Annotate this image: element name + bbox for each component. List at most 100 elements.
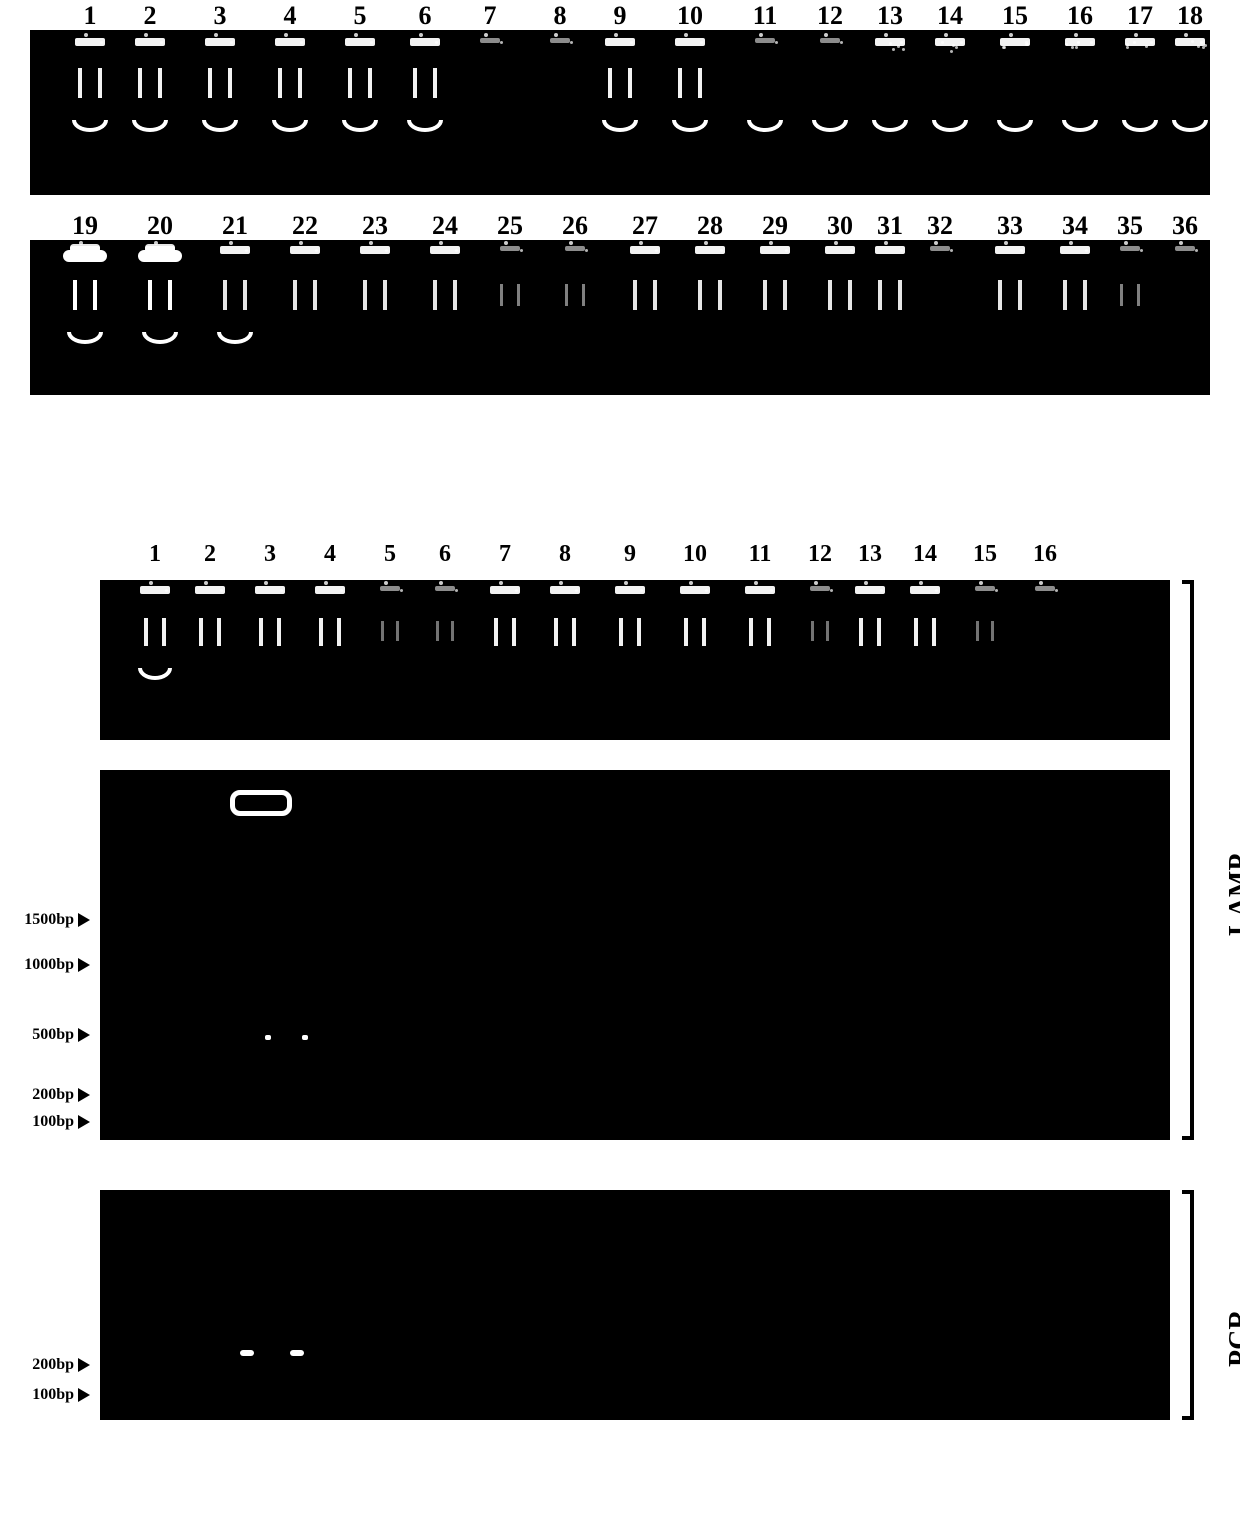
- arc-band: [1172, 120, 1208, 132]
- gel-b-lamp-gel: [100, 770, 1170, 1140]
- ladder-band: [898, 280, 902, 310]
- speck: [897, 45, 900, 48]
- ladder-band: [783, 280, 787, 310]
- speck: [1071, 46, 1074, 49]
- speck: [1150, 41, 1153, 44]
- lane-number: 6: [439, 541, 451, 568]
- lane-number: 33: [997, 211, 1023, 241]
- well-smear: [810, 586, 830, 591]
- arc-band: [142, 332, 178, 344]
- lane-number: 24: [432, 211, 458, 241]
- ladder-band: [168, 280, 172, 310]
- arc-band: [747, 120, 783, 132]
- lane-number: 28: [697, 211, 723, 241]
- lane-number: 9: [624, 541, 636, 568]
- speck: [1197, 45, 1200, 48]
- speck: [419, 33, 423, 37]
- speck: [484, 33, 488, 37]
- speck: [264, 581, 268, 585]
- speck: [1020, 249, 1023, 252]
- speck: [689, 581, 693, 585]
- speck: [229, 241, 233, 245]
- speck: [575, 589, 578, 592]
- ladder-band: [228, 68, 232, 98]
- speck: [900, 249, 903, 252]
- arc-band: [1062, 120, 1098, 132]
- lane-number: 13: [877, 1, 903, 31]
- lane-number: 20: [147, 211, 173, 241]
- speck: [1069, 241, 1073, 245]
- ladder-band: [572, 618, 576, 646]
- lane-number: 26: [562, 211, 588, 241]
- ladder-band: [148, 280, 152, 310]
- speck: [455, 249, 458, 252]
- faint-band: [302, 1035, 308, 1040]
- speck: [220, 589, 223, 592]
- well-smear: [500, 246, 520, 251]
- ladder-marker: 1000bp: [0, 956, 90, 974]
- lane-number: 12: [808, 541, 832, 568]
- ladder-band: [998, 280, 1002, 310]
- well-smear: [755, 38, 775, 43]
- lane-number: 11: [749, 541, 772, 568]
- speck: [902, 48, 905, 51]
- ladder-arrow-icon: [78, 1358, 90, 1372]
- speck: [814, 581, 818, 585]
- arc-band: [72, 120, 108, 132]
- ladder-arrow-icon: [78, 913, 90, 927]
- lane-number: 8: [554, 1, 567, 31]
- ladder-band: [500, 284, 503, 306]
- ladder-band: [78, 68, 82, 98]
- arc-band: [932, 120, 968, 132]
- lane-number: 25: [497, 211, 523, 241]
- speck: [614, 33, 618, 37]
- speck: [759, 33, 763, 37]
- ladder-band: [223, 280, 227, 310]
- speck: [769, 241, 773, 245]
- ladder-band: [653, 280, 657, 310]
- ladder-band: [826, 621, 829, 641]
- speck: [705, 589, 708, 592]
- ladder-band: [608, 68, 612, 98]
- speck: [1085, 249, 1088, 252]
- lane-number: 6: [419, 1, 432, 31]
- ladder-band: [932, 618, 936, 646]
- ladder-band: [277, 618, 281, 646]
- ladder-band: [684, 618, 688, 646]
- speck: [850, 249, 853, 252]
- speck: [165, 589, 168, 592]
- speck: [700, 41, 703, 44]
- lane-number: 35: [1117, 211, 1143, 241]
- speck: [370, 41, 373, 44]
- speck: [160, 41, 163, 44]
- well-smear: [1035, 586, 1055, 591]
- ladder-band: [763, 280, 767, 310]
- speck: [1145, 45, 1148, 48]
- lane-number: 7: [484, 1, 497, 31]
- speck: [880, 589, 883, 592]
- speck: [884, 33, 888, 37]
- speck: [144, 33, 148, 37]
- speck: [500, 41, 503, 44]
- speck: [1004, 241, 1008, 245]
- lane-number: 2: [204, 541, 216, 568]
- speck: [1184, 33, 1188, 37]
- ladder-band: [702, 618, 706, 646]
- well-smear: [435, 586, 455, 591]
- ladder-band: [73, 280, 77, 310]
- lane-number: 32: [927, 211, 953, 241]
- speck: [284, 33, 288, 37]
- lane-number: 11: [753, 1, 778, 31]
- lane-number: 14: [913, 541, 937, 568]
- ladder-band: [698, 68, 702, 98]
- well-smear: [930, 246, 950, 251]
- arc-band: [1122, 120, 1158, 132]
- speck: [934, 241, 938, 245]
- speck: [720, 249, 723, 252]
- ladder-band: [914, 618, 918, 646]
- speck: [439, 581, 443, 585]
- speck: [919, 581, 923, 585]
- speck: [770, 589, 773, 592]
- faint-band: [265, 1035, 271, 1040]
- ladder-band: [337, 618, 341, 646]
